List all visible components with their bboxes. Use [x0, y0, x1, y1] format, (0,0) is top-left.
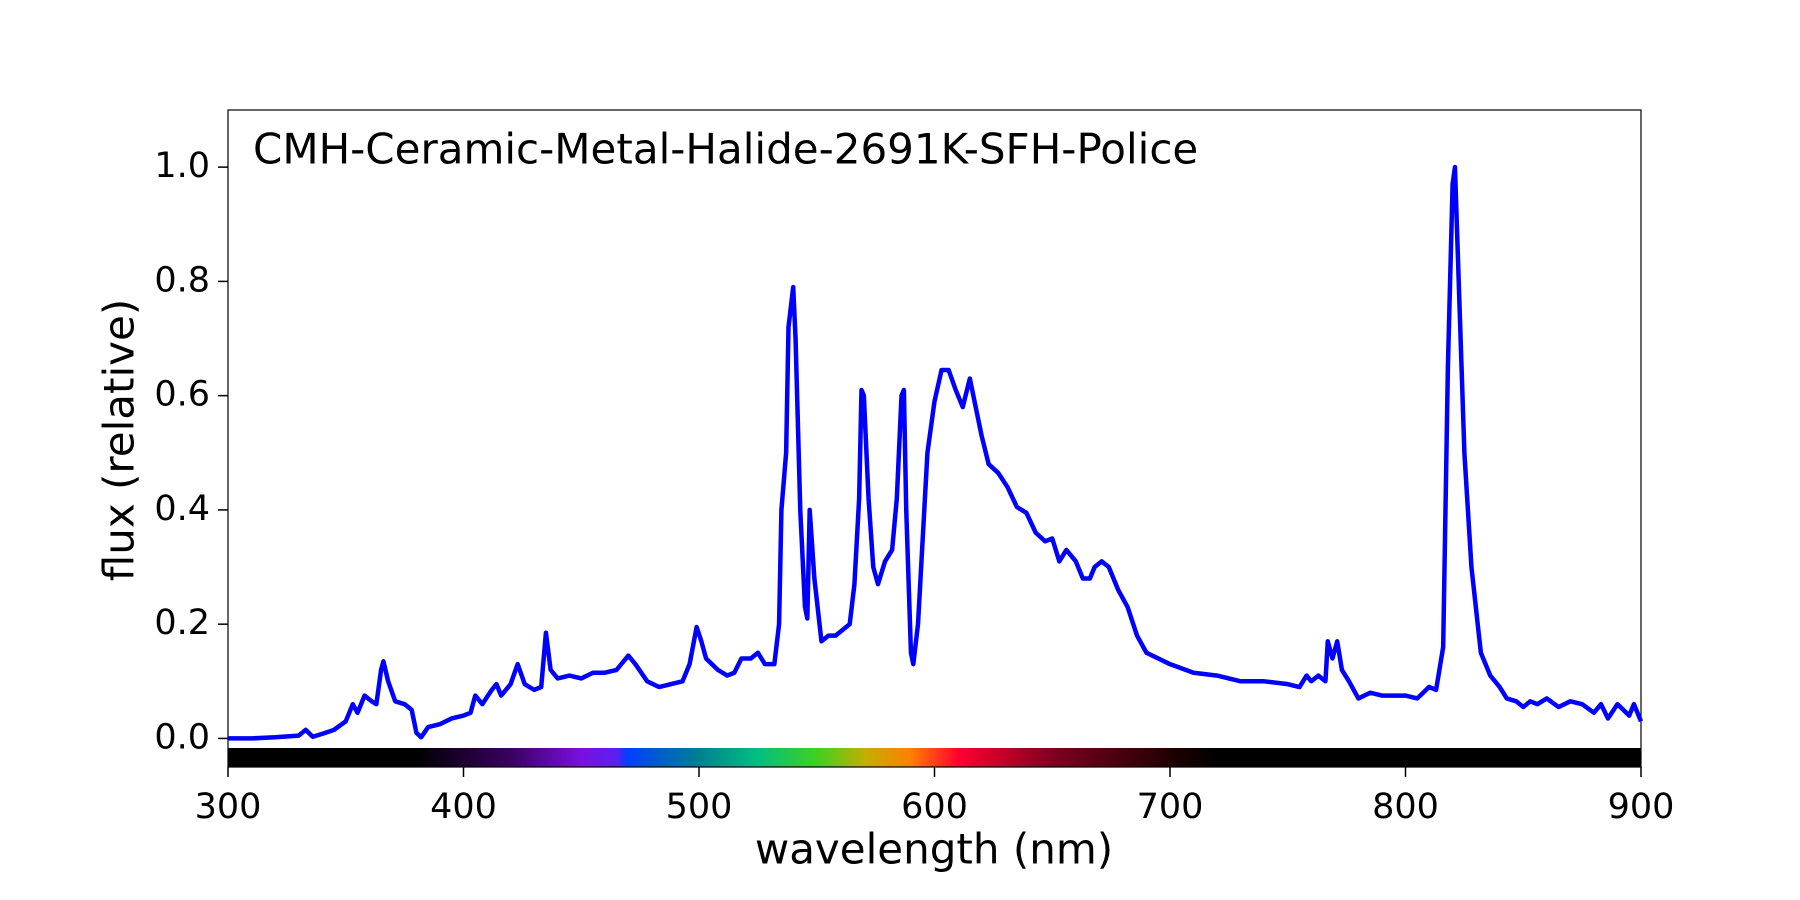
- x-tick-label: 600: [901, 787, 968, 827]
- x-tick-label: 400: [430, 787, 497, 827]
- x-tick-label: 300: [195, 787, 262, 827]
- spectrum-bar: [228, 748, 1641, 767]
- y-tick-label: 0.2: [154, 603, 210, 643]
- x-tick-label: 800: [1372, 787, 1439, 827]
- y-tick-label: 0.0: [154, 717, 210, 757]
- x-tick-label: 700: [1137, 787, 1204, 827]
- y-tick-label: 0.4: [154, 489, 210, 529]
- y-tick-label: 0.6: [154, 375, 210, 415]
- x-tick-label: 900: [1608, 787, 1675, 827]
- chart-title: CMH-Ceramic-Metal-Halide-2691K-SFH-Polic…: [253, 125, 1198, 174]
- y-axis-label: flux (relative): [95, 299, 144, 581]
- y-tick-label: 0.8: [154, 260, 210, 300]
- spectrum-line: [228, 164, 1644, 741]
- x-tick-label: 500: [666, 787, 733, 827]
- x-axis-label: wavelength (nm): [755, 825, 1113, 874]
- plot-frame: [227, 109, 1642, 768]
- y-tick-label: 1.0: [154, 146, 210, 186]
